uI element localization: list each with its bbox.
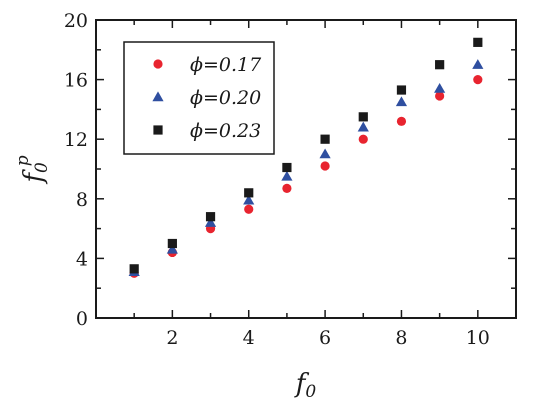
x-axis-label-subscript: 0: [305, 382, 316, 402]
data-point: [395, 96, 408, 107]
data-point: [244, 204, 254, 214]
data-point: [473, 75, 483, 85]
ticks-layer: 2 4 6 8 10 0 4 8 12 16 20: [64, 10, 516, 349]
legend: ϕ=0.17 ϕ=0.20 ϕ=0.23: [123, 41, 275, 155]
y-tick-label: 8: [76, 189, 88, 211]
legend-label: ϕ=0.17: [190, 54, 262, 76]
data-point: [319, 148, 331, 159]
data-point: [244, 188, 254, 198]
data-point: [204, 217, 217, 227]
data-point: [167, 238, 177, 249]
data-point: [282, 162, 292, 173]
data-point: [320, 161, 330, 171]
data-point: [243, 194, 255, 205]
legend-marker: [153, 125, 163, 135]
y-tick-label: 20: [64, 10, 88, 32]
series-2: [128, 59, 484, 277]
legend-item: ϕ=0.20: [152, 87, 261, 109]
data-point: [281, 170, 293, 181]
legend-marker: [153, 59, 163, 69]
y-axis-label-subscript: 0: [32, 162, 52, 173]
points-layer: [128, 37, 484, 278]
y-axis-label-superscript: p: [13, 155, 33, 166]
legend-item: ϕ=0.17: [153, 54, 262, 76]
data-point: [282, 183, 292, 193]
data-point: [396, 116, 407, 126]
data-point: [357, 121, 369, 132]
plot-frame: [95, 19, 517, 319]
legend-label: ϕ=0.20: [190, 87, 261, 109]
y-tick-label: 0: [76, 308, 88, 330]
legend-marker: [152, 91, 164, 102]
x-tick-label: 10: [466, 327, 490, 349]
data-point: [435, 91, 445, 101]
data-point: [435, 60, 445, 70]
data-point: [473, 37, 483, 47]
legend-label: ϕ=0.23: [190, 120, 261, 142]
data-point: [434, 82, 446, 93]
x-tick-label: 4: [243, 327, 255, 349]
data-point: [358, 134, 368, 144]
x-tick-label: 6: [319, 327, 331, 349]
y-axis-label: f0p: [13, 155, 52, 184]
data-point: [320, 134, 330, 144]
data-point: [166, 243, 178, 254]
y-tick-label: 4: [76, 248, 88, 270]
legend-items: ϕ=0.17 ϕ=0.20 ϕ=0.23: [152, 54, 262, 142]
data-point: [358, 112, 368, 122]
data-point: [129, 264, 139, 274]
data-point: [396, 85, 407, 95]
y-tick-label: 12: [64, 129, 88, 151]
data-point: [205, 212, 216, 222]
legend-box: [123, 41, 275, 155]
svg-text:f0p: f0p: [13, 155, 52, 184]
y-tick-label: 16: [64, 70, 88, 92]
series-3: [129, 37, 483, 274]
x-axis-label: f0: [294, 369, 317, 402]
data-point: [472, 59, 484, 69]
x-tick-label: 8: [395, 327, 407, 349]
legend-item: ϕ=0.23: [153, 120, 261, 142]
x-tick-label: 2: [166, 327, 178, 349]
